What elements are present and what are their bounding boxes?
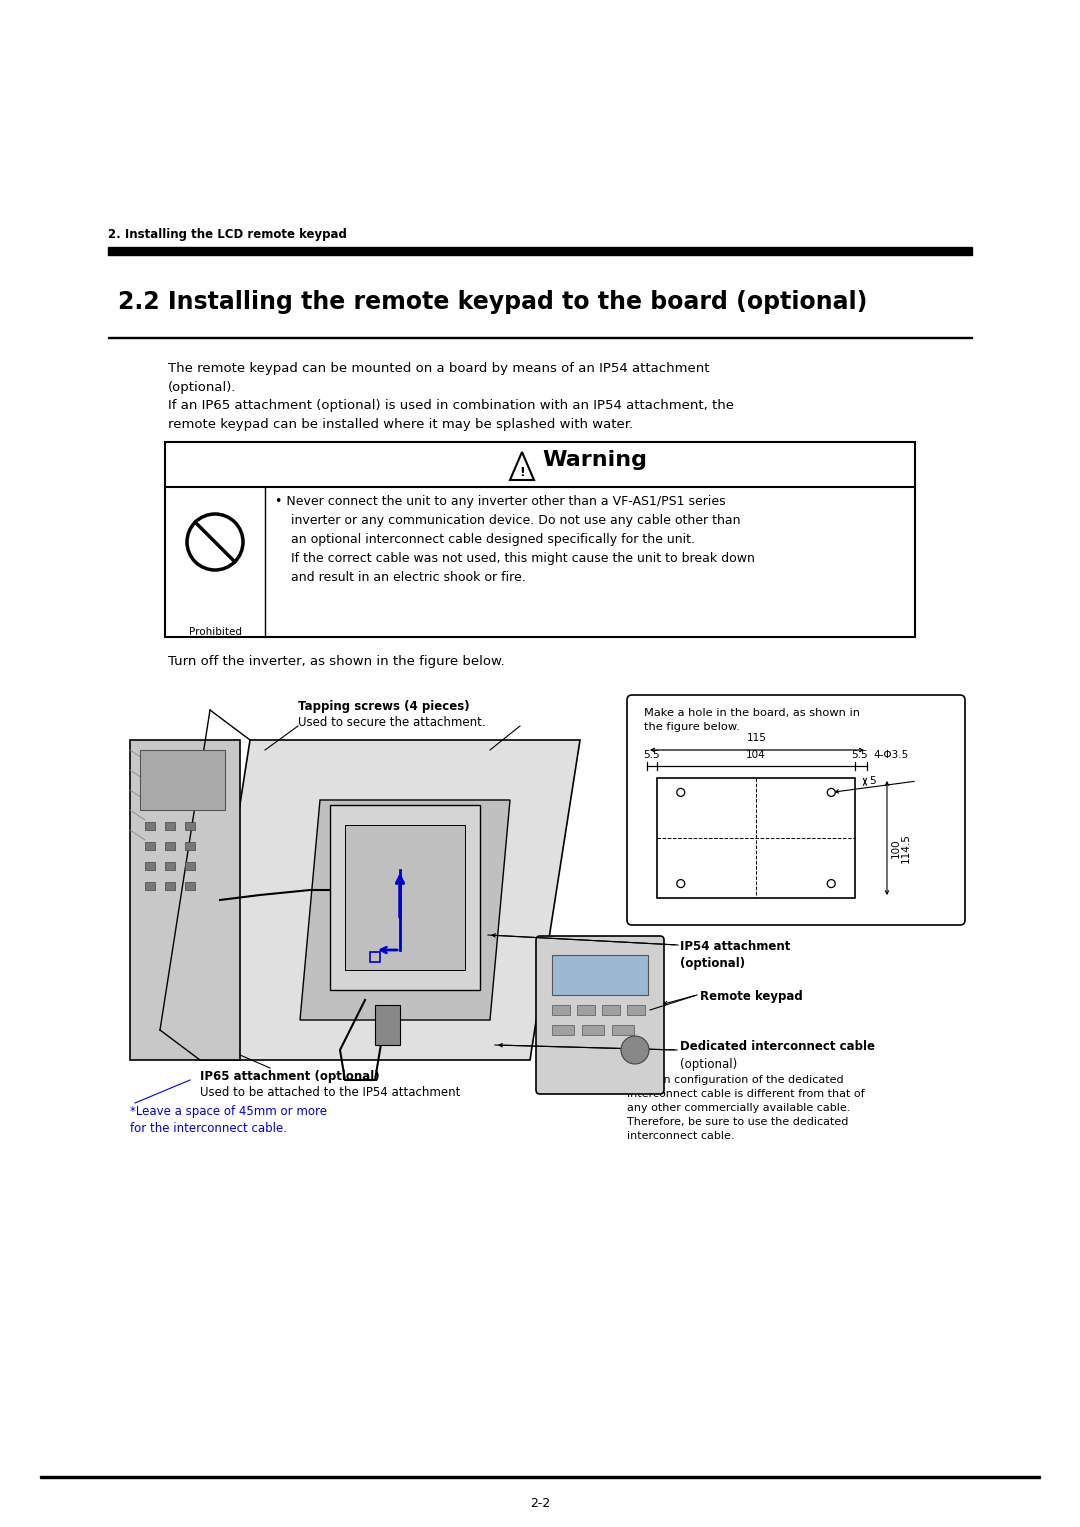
- Bar: [165, 822, 175, 831]
- Polygon shape: [200, 741, 580, 1060]
- Text: 2. Installing the LCD remote keypad: 2. Installing the LCD remote keypad: [108, 228, 347, 241]
- Text: 2-2: 2-2: [530, 1496, 550, 1510]
- Polygon shape: [300, 800, 510, 1020]
- Text: 100: 100: [891, 838, 901, 858]
- Bar: [185, 863, 195, 870]
- Text: IP54 attachment
(optional): IP54 attachment (optional): [680, 941, 791, 970]
- Text: The remote keypad can be mounted on a board by means of an IP54 attachment: The remote keypad can be mounted on a bo…: [168, 362, 710, 376]
- FancyBboxPatch shape: [536, 936, 664, 1093]
- Circle shape: [827, 788, 835, 797]
- Bar: [145, 863, 156, 870]
- Bar: [552, 1025, 573, 1035]
- Bar: [552, 1005, 570, 1015]
- Bar: [627, 1005, 645, 1015]
- Text: Make a hole in the board, as shown in
the figure below.: Make a hole in the board, as shown in th…: [644, 709, 860, 731]
- Text: Turn off the inverter, as shown in the figure below.: Turn off the inverter, as shown in the f…: [168, 655, 504, 667]
- Bar: [370, 951, 380, 962]
- Text: 5: 5: [869, 776, 876, 785]
- FancyBboxPatch shape: [627, 695, 966, 925]
- Bar: [185, 883, 195, 890]
- Bar: [602, 1005, 620, 1015]
- Bar: [145, 822, 156, 831]
- Text: 115: 115: [747, 733, 767, 744]
- Bar: [552, 954, 648, 996]
- Text: remote keypad can be installed where it may be splashed with water.: remote keypad can be installed where it …: [168, 418, 633, 431]
- Bar: [330, 805, 480, 989]
- Text: *Leave a space of 45mm or more
for the interconnect cable.: *Leave a space of 45mm or more for the i…: [130, 1106, 327, 1135]
- Text: 5.5: 5.5: [644, 750, 660, 760]
- Bar: [145, 883, 156, 890]
- Text: IP65 attachment (optional): IP65 attachment (optional): [200, 1070, 380, 1083]
- Text: Remote keypad: Remote keypad: [700, 989, 802, 1003]
- Text: 5.5: 5.5: [852, 750, 868, 760]
- Text: Used to secure the attachment.: Used to secure the attachment.: [298, 716, 486, 728]
- Bar: [165, 863, 175, 870]
- Text: Used to be attached to the IP54 attachment: Used to be attached to the IP54 attachme…: [200, 1086, 460, 1099]
- Bar: [165, 841, 175, 851]
- Text: Tapping screws (4 pieces): Tapping screws (4 pieces): [298, 699, 470, 713]
- Text: Prohibited: Prohibited: [189, 628, 242, 637]
- Bar: [375, 1005, 400, 1044]
- Text: 104: 104: [746, 750, 766, 760]
- Text: (optional).: (optional).: [168, 382, 237, 394]
- Bar: [108, 247, 972, 255]
- Text: Warning: Warning: [542, 450, 647, 470]
- Text: 114.5: 114.5: [901, 834, 912, 863]
- Bar: [582, 1025, 604, 1035]
- Bar: [612, 1025, 634, 1035]
- Text: If an IP65 attachment (optional) is used in combination with an IP54 attachment,: If an IP65 attachment (optional) is used…: [168, 399, 734, 412]
- Bar: [345, 825, 465, 970]
- Text: * The pin configuration of the dedicated
  interconnect cable is different from : * The pin configuration of the dedicated…: [620, 1075, 865, 1141]
- Polygon shape: [130, 741, 240, 1060]
- Bar: [657, 777, 855, 898]
- Text: • Never connect the unit to any inverter other than a VF-AS1/PS1 series
    inve: • Never connect the unit to any inverter…: [275, 495, 755, 583]
- Text: !: !: [519, 466, 525, 478]
- Bar: [145, 841, 156, 851]
- Bar: [165, 883, 175, 890]
- Circle shape: [827, 880, 835, 887]
- Circle shape: [677, 788, 685, 797]
- Bar: [140, 750, 225, 809]
- Text: 4-Φ3.5: 4-Φ3.5: [873, 750, 908, 760]
- Text: 2.2 Installing the remote keypad to the board (optional): 2.2 Installing the remote keypad to the …: [118, 290, 867, 315]
- Bar: [185, 841, 195, 851]
- Text: Dedicated interconnect cable: Dedicated interconnect cable: [680, 1040, 875, 1054]
- Text: (optional): (optional): [680, 1058, 738, 1070]
- Circle shape: [621, 1035, 649, 1064]
- Bar: [577, 1005, 595, 1015]
- Circle shape: [677, 880, 685, 887]
- Bar: [185, 822, 195, 831]
- Bar: [40, 1477, 1040, 1478]
- Bar: [165, 441, 915, 637]
